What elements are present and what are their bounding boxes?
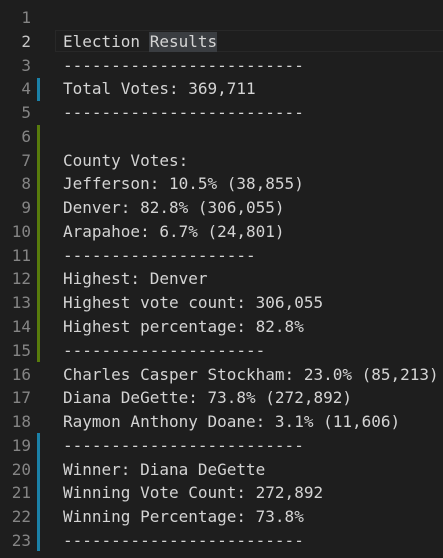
code-line: Winner: Diana DeGette [63,459,266,479]
code-line: Total Votes: 369,711 [63,79,256,99]
line-number: 16 [11,364,31,384]
gutter-modified [37,433,40,551]
code-line: ------------------------- [63,103,304,123]
line-number: 12 [11,269,31,289]
line-number: 15 [11,340,31,360]
line-number: 23 [11,530,31,550]
line-number: 19 [11,435,31,455]
code-line: Charles Casper Stockham: 23.0% (85,213) [63,364,439,384]
line-number: 13 [11,293,31,313]
code-line: --------------------- [63,340,266,360]
code-line: Jefferson: 10.5% (38,855) [63,174,304,194]
code-line: Winning Vote Count: 272,892 [63,483,324,503]
line-number: 3 [21,55,31,75]
line-number: 9 [21,198,31,218]
code-line: Highest percentage: 82.8% [63,317,304,336]
word-highlight [149,32,217,52]
line-number: 21 [11,483,31,503]
line-number: 11 [11,245,31,265]
line-number: 7 [21,150,31,170]
line-number: 18 [11,412,31,432]
line-number: 17 [11,388,31,408]
code-line: Election Results [63,31,218,51]
line-number: 4 [21,79,31,99]
line-number: 2 [21,31,31,51]
gutter-modified [37,78,40,101]
line-number: 6 [21,126,31,146]
code-line: ------------------------- [63,530,304,550]
line-number: 14 [11,317,31,336]
code-line: Raymon Anthony Doane: 3.1% (11,606) [63,412,401,432]
line-number: 22 [11,507,31,527]
code-line: Denver: 82.8% (306,055) [63,198,285,218]
line-number: 20 [11,459,31,479]
gutter-added [37,125,40,362]
code-line: Highest: Denver [63,269,208,289]
code-line: Winning Percentage: 73.8% [63,507,304,527]
line-number: 5 [21,103,31,123]
code-line: ------------------------- [63,435,304,455]
line-number: 1 [21,8,31,27]
code-line: Highest vote count: 306,055 [63,293,324,313]
code-line: ------------------------- [63,55,304,75]
code-line: County Votes: [63,150,189,170]
code-line: Arapahoe: 6.7% (24,801) [63,221,285,241]
code-line: Diana DeGette: 73.8% (272,892) [63,388,352,408]
code-line: -------------------- [63,245,256,265]
line-number: 10 [11,221,31,241]
line-number: 8 [21,174,31,194]
current-line-highlight [55,30,443,52]
